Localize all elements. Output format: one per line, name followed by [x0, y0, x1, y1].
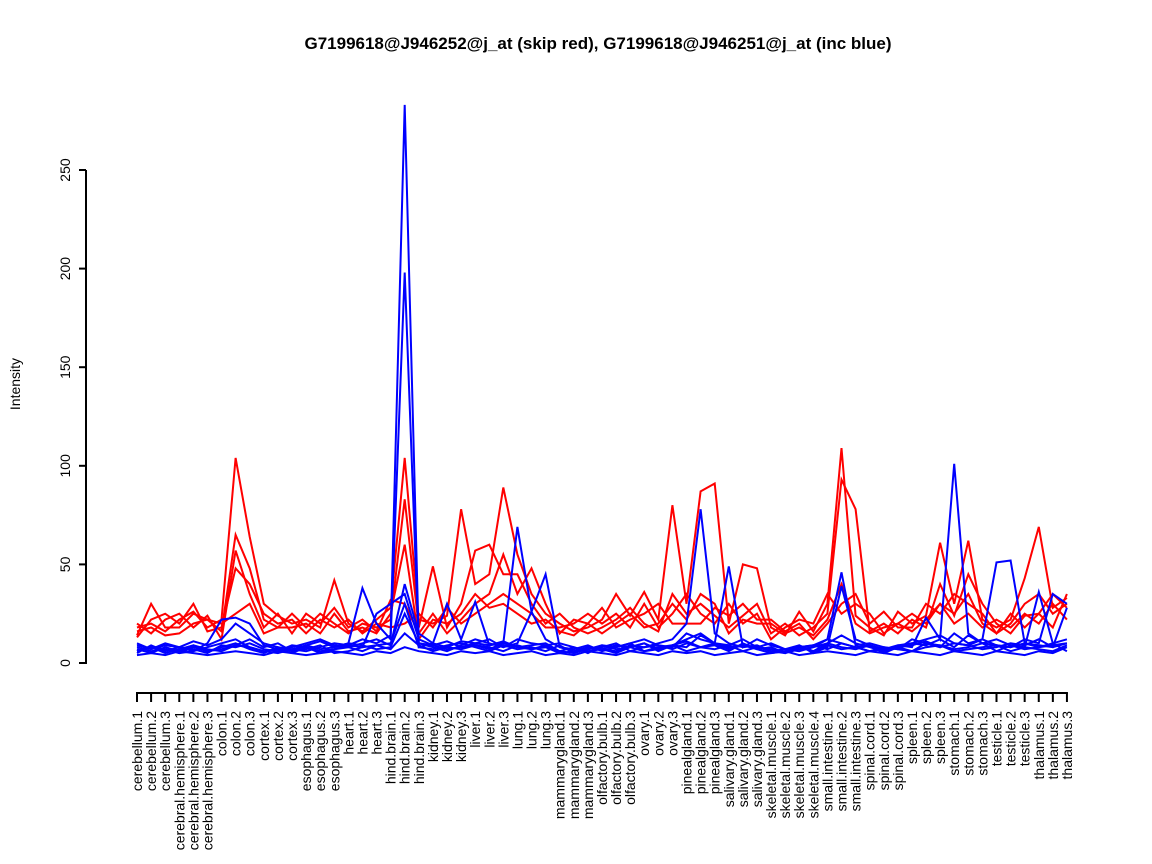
series-line-inc.probe.2 [136, 272, 1068, 655]
x-tick-label: small.intestine.2 [834, 711, 850, 812]
x-tick-label: skeletal.muscle.4 [805, 711, 821, 819]
x-tick-label: liver.1 [467, 711, 483, 748]
x-tick-label: ovary.2 [650, 711, 666, 756]
x-tick-label: cortex.1 [256, 711, 272, 761]
x-tick-label: cortex.3 [284, 711, 300, 761]
x-tick-label: ovary.1 [636, 711, 652, 756]
x-tick-label: spleen.3 [932, 711, 948, 764]
y-tick-label: 100 [57, 454, 73, 478]
series-line-skip.probe.1 [136, 448, 1068, 637]
y-tick-label: 150 [57, 355, 73, 379]
series-line-inc.probe.4 [136, 585, 1068, 655]
x-tick-label: liver.2 [481, 711, 497, 748]
x-tick-label: salivary.gland.1 [721, 711, 737, 807]
x-tick-label: skeletal.muscle.3 [791, 711, 807, 819]
x-tick-label: olfactory.bulb.1 [594, 711, 610, 805]
x-tick-label: salivary.gland.3 [749, 711, 765, 807]
x-tick-label: colon.3 [242, 711, 258, 756]
y-tick-label: 50 [57, 556, 73, 572]
y-tick-label: 250 [57, 158, 73, 182]
x-tick-label: thalamus.3 [1059, 711, 1075, 780]
x-tick-label: small.intestine.3 [848, 711, 864, 812]
x-tick-label: liver.3 [495, 711, 511, 748]
x-tick-label: salivary.gland.2 [735, 711, 751, 807]
x-tick-label: spinal.cord.2 [876, 711, 892, 791]
x-tick-label: heart.1 [340, 711, 356, 755]
x-tick-label: cerebral.hemisphere.1 [171, 711, 187, 851]
x-tick-label: testicle.2 [1003, 711, 1019, 766]
x-tick-label: pinealgland.3 [707, 711, 723, 795]
x-tick-label: spinal.cord.3 [890, 711, 906, 791]
x-tick-label: stomach.2 [960, 711, 976, 776]
x-tick-label: pinealgland.1 [679, 711, 695, 795]
x-tick-label: olfactory.bulb.2 [608, 711, 624, 805]
x-tick-label: spleen.1 [904, 711, 920, 764]
series-line-skip.probe.4 [136, 566, 1068, 641]
x-tick-label: lung.3 [538, 711, 554, 749]
x-tick-label: hind.brain.1 [383, 711, 399, 784]
chart-title: G7199618@J946252@j_at (skip red), G71996… [304, 34, 892, 53]
x-tick-label: cerebellum.3 [157, 711, 173, 791]
series-line-skip.probe.3 [136, 550, 1068, 643]
x-tick-label: ovary.3 [664, 711, 680, 756]
x-tick-label: spleen.2 [918, 711, 934, 764]
x-tick-label: small.intestine.1 [819, 711, 835, 812]
x-tick-label: kidney.1 [425, 711, 441, 762]
x-tick-label: cerebellum.1 [129, 711, 145, 791]
x-tick-label: lung.2 [524, 711, 540, 749]
series-line-skip.probe.2 [136, 475, 1068, 637]
y-tick-label: 200 [57, 257, 73, 281]
series-line-inc.probe.3 [136, 566, 1068, 653]
series-line-skip.probe.5 [136, 544, 1068, 642]
x-tick-label: hind.brain.3 [411, 711, 427, 784]
x-tick-label: testicle.3 [1017, 711, 1033, 766]
x-tick-label: heart.3 [369, 711, 385, 755]
x-tick-label: spinal.cord.1 [862, 711, 878, 791]
x-tick-label: cerebral.hemisphere.2 [185, 711, 201, 851]
series-line-inc.probe.1 [136, 104, 1068, 655]
x-tick-label: thalamus.1 [1031, 711, 1047, 780]
x-tick-label: colon.1 [214, 711, 230, 756]
x-tick-label: stomach.3 [974, 711, 990, 776]
x-tick-label: testicle.1 [988, 711, 1004, 766]
x-tick-label: cerebellum.2 [143, 711, 159, 791]
x-tick-label: esophagus.2 [312, 711, 328, 791]
x-tick-label: esophagus.1 [298, 711, 314, 791]
x-tick-label: kidney.3 [453, 711, 469, 762]
x-tick-label: cerebral.hemisphere.3 [199, 711, 215, 851]
x-tick-label: pinealgland.2 [693, 711, 709, 795]
x-tick-label: thalamus.2 [1045, 711, 1061, 780]
x-tick-label: cortex.2 [270, 711, 286, 761]
x-tick-label: heart.2 [354, 711, 370, 755]
y-tick-label: 0 [57, 659, 73, 667]
x-tick-label: skeletal.muscle.1 [763, 711, 779, 819]
x-tick-label: colon.2 [228, 711, 244, 756]
x-tick-label: olfactory.bulb.3 [622, 711, 638, 805]
x-tick-label: skeletal.muscle.2 [777, 711, 793, 819]
x-tick-label: hind.brain.2 [397, 711, 413, 784]
x-tick-label: lung.1 [509, 711, 525, 749]
x-tick-label: mammarygland.3 [580, 711, 596, 819]
x-tick-label: stomach.1 [946, 711, 962, 776]
x-tick-label: kidney.2 [439, 711, 455, 762]
x-tick-label: mammarygland.1 [552, 711, 568, 819]
series-line-inc.probe.8 [136, 632, 1068, 655]
x-tick-label: mammarygland.2 [566, 711, 582, 819]
x-tick-label: esophagus.3 [326, 711, 342, 791]
